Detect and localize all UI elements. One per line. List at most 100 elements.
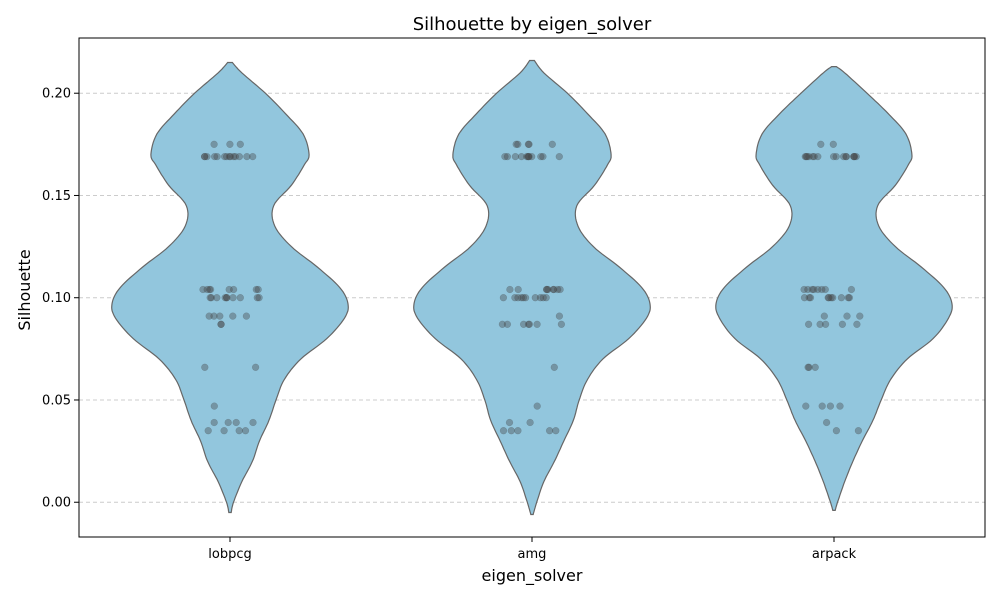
data-point-amg (555, 152, 563, 161)
x-axis-label: eigen_solver (482, 566, 583, 586)
y-tick-label: 0.05 (42, 393, 71, 408)
data-point-amg (519, 294, 528, 302)
violin-layer (111, 59, 953, 516)
data-point-amg (498, 320, 507, 328)
data-point-amg (525, 140, 533, 148)
data-point-arpack (844, 294, 852, 302)
data-point-lobpcg (249, 152, 257, 161)
data-point-amg (524, 140, 533, 148)
data-point-amg (526, 418, 534, 427)
data-point-lobpcg (223, 294, 231, 302)
data-point-lobpcg (225, 285, 233, 294)
data-point-arpack (801, 152, 809, 161)
data-point-lobpcg (255, 294, 263, 302)
data-point-lobpcg (206, 285, 215, 294)
y-tick-label: 0.10 (42, 291, 71, 306)
data-point-lobpcg (229, 312, 237, 320)
data-point-arpack (805, 363, 813, 371)
data-point-amg (506, 285, 514, 294)
data-point-amg (517, 294, 526, 302)
data-point-arpack (802, 402, 810, 410)
data-point-arpack (850, 152, 858, 161)
data-point-lobpcg (253, 294, 261, 302)
data-point-lobpcg (206, 294, 214, 302)
data-point-amg (533, 402, 541, 410)
data-point-arpack (804, 320, 813, 328)
data-point-amg (544, 285, 552, 294)
data-point-lobpcg (216, 312, 224, 320)
data-point-lobpcg (207, 294, 215, 302)
data-point-lobpcg (203, 285, 211, 294)
data-point-arpack (805, 294, 813, 302)
data-point-amg (514, 427, 522, 435)
data-point-lobpcg (229, 285, 238, 294)
data-point-amg (524, 152, 532, 161)
data-point-lobpcg (201, 363, 209, 371)
data-point-arpack (829, 294, 837, 302)
violin-lobpcg (111, 61, 349, 514)
chart-title: Silhouette by eigen_solver (413, 14, 652, 35)
data-point-arpack (829, 140, 837, 148)
violin-arpack (715, 66, 953, 511)
data-point-amg (519, 320, 528, 328)
data-point-arpack (818, 285, 826, 294)
data-point-arpack (818, 402, 826, 410)
data-point-lobpcg (243, 152, 251, 161)
data-point-amg (507, 427, 515, 435)
data-point-amg (524, 320, 533, 328)
data-point-arpack (800, 285, 808, 294)
data-point-amg (514, 140, 522, 148)
data-point-amg (517, 152, 526, 161)
y-tick-label: 0.00 (42, 496, 71, 511)
data-point-arpack (811, 363, 819, 371)
data-point-lobpcg (223, 294, 231, 302)
data-point-arpack (842, 152, 851, 161)
data-point-arpack (821, 285, 829, 294)
data-point-arpack (825, 294, 833, 302)
data-point-amg (552, 427, 560, 435)
data-point-lobpcg (235, 427, 243, 435)
data-point-amg (511, 152, 520, 161)
y-tick-label: 0.20 (42, 87, 71, 102)
data-point-amg (550, 363, 558, 371)
data-point-arpack (852, 152, 860, 161)
data-point-lobpcg (252, 285, 260, 294)
data-point-lobpcg (203, 152, 211, 161)
data-point-amg (533, 320, 541, 328)
point-layer (199, 140, 864, 435)
y-axis-ticks: 0.00 0.05 0.10 0.15 0.20 (42, 87, 79, 511)
data-point-arpack (843, 312, 851, 320)
data-point-arpack (850, 152, 859, 161)
data-point-amg (542, 294, 550, 302)
data-point-arpack (810, 152, 818, 161)
data-point-lobpcg (210, 418, 218, 427)
data-point-lobpcg (199, 285, 207, 294)
data-point-lobpcg (200, 152, 209, 161)
data-point-arpack (810, 285, 818, 294)
data-point-lobpcg (229, 152, 238, 161)
x-axis-ticks: lobpcg amg arpack (208, 537, 857, 562)
data-point-amg (514, 294, 522, 302)
data-point-lobpcg (242, 312, 251, 320)
data-point-amg (499, 294, 508, 302)
data-point-amg (536, 294, 545, 302)
data-point-lobpcg (210, 402, 218, 410)
data-point-arpack (809, 152, 817, 161)
data-point-amg (528, 152, 536, 161)
data-point-arpack (816, 320, 824, 328)
data-point-amg (524, 152, 532, 161)
data-point-amg (505, 418, 514, 427)
data-point-amg (523, 152, 531, 161)
data-point-arpack (814, 152, 822, 161)
data-point-amg (531, 294, 539, 302)
x-tick-label: amg (518, 547, 547, 562)
data-point-amg (556, 285, 564, 294)
data-point-lobpcg (213, 294, 221, 302)
data-point-amg (539, 152, 547, 161)
data-point-arpack (802, 152, 810, 161)
data-point-lobpcg (217, 320, 225, 328)
data-point-arpack (827, 294, 835, 302)
data-point-lobpcg (229, 294, 237, 302)
data-point-arpack (821, 320, 830, 328)
data-point-amg (503, 320, 512, 328)
